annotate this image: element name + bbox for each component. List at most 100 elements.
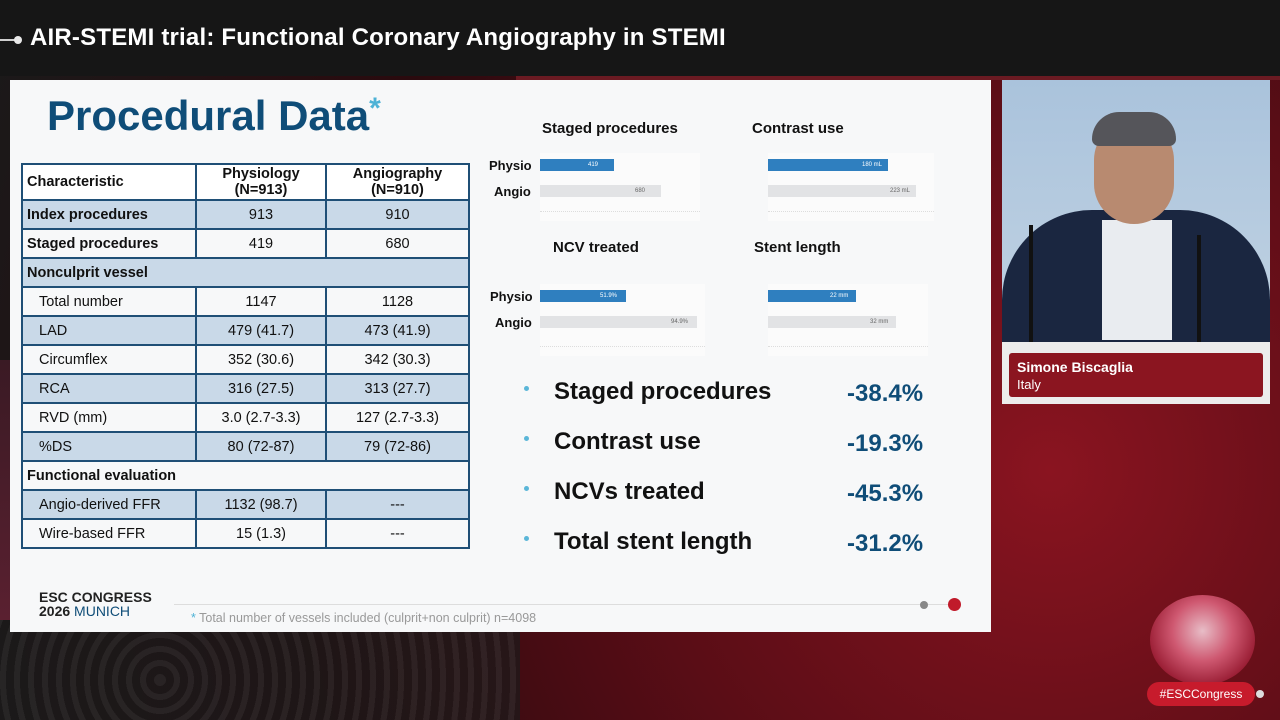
progress-dot-active <box>948 598 961 611</box>
table-cell-physio: 316 (27.5) <box>195 373 327 404</box>
summary-value: -19.3% <box>847 430 924 457</box>
chart-bar-angio <box>540 316 697 328</box>
hashtag-dot <box>1256 690 1264 698</box>
chart-bar-angio <box>540 185 661 197</box>
table-row: Angio-derived FFR 1132 (98.7) --- <box>21 489 470 520</box>
chart-data-label: 680 <box>635 188 646 194</box>
table-section-label: Functional evaluation <box>21 460 470 491</box>
table-header-row: Characteristic Physiology (N=913) Angiog… <box>21 163 470 201</box>
bullet-icon <box>524 436 529 441</box>
table-cell-label: Staged procedures <box>21 228 197 259</box>
bullet-icon <box>524 386 529 391</box>
table-cell-label: RVD (mm) <box>21 402 197 433</box>
table-cell-physio: 479 (41.7) <box>195 315 327 346</box>
chart-axis-line <box>540 211 700 213</box>
chart-bar-physio <box>768 290 856 302</box>
table-cell-angio: 910 <box>325 199 470 230</box>
progress-dot <box>920 601 928 609</box>
summary-label: Total stent length <box>554 528 753 555</box>
table-row: Staged procedures 419 680 <box>21 228 470 259</box>
esc-congress-logo: ESC CONGRESS 2026 MUNICH <box>39 590 152 618</box>
table-section-row: Functional evaluation <box>21 460 470 491</box>
table-cell-angio: 342 (30.3) <box>325 344 470 375</box>
row-label-angio: Angio <box>495 315 532 330</box>
accent-line <box>516 76 1280 80</box>
table-cell-angio: 680 <box>325 228 470 259</box>
summary-value: -31.2% <box>847 530 924 557</box>
chart-axis-line <box>768 346 928 348</box>
table-header-physiology: Physiology (N=913) <box>195 163 327 201</box>
table-row: Index procedures 913 910 <box>21 199 470 230</box>
row-label-physio: Physio <box>489 158 532 173</box>
table-row: LAD 479 (41.7) 473 (41.9) <box>21 315 470 346</box>
staged-procedures-chart: 419 680 <box>540 153 700 221</box>
speaker-hair <box>1092 112 1176 146</box>
table-cell-physio: 913 <box>195 199 327 230</box>
table-cell-label: Circumflex <box>21 344 197 375</box>
table-cell-label: Index procedures <box>21 199 197 230</box>
chart-data-label: 419 <box>588 162 599 168</box>
table-cell-label: Angio-derived FFR <box>21 489 197 520</box>
microphone-icon <box>1197 235 1201 345</box>
procedural-data-table: Characteristic Physiology (N=913) Angiog… <box>21 163 470 549</box>
footnote: * Total number of vessels included (culp… <box>191 611 536 625</box>
congress-city: MUNICH <box>74 603 131 619</box>
hashtag-badge: #ESCCongress <box>1147 682 1255 706</box>
footnote-text: Total number of vessels included (culpri… <box>199 611 537 625</box>
table-cell-label: %DS <box>21 431 197 462</box>
summary-label: Contrast use <box>554 428 701 455</box>
table-section-row: Nonculprit vessel <box>21 257 470 288</box>
chart-axis-line <box>768 211 934 213</box>
chart-axis-line <box>540 346 705 348</box>
chart-bar-physio <box>540 159 614 171</box>
chart-title-staged: Staged procedures <box>542 120 678 137</box>
title-line-decoration <box>0 39 18 41</box>
table-cell-physio: 1147 <box>195 286 327 317</box>
table-row: Wire-based FFR 15 (1.3) --- <box>21 518 470 549</box>
table-row: RCA 316 (27.5) 313 (27.7) <box>21 373 470 404</box>
chart-title-ncv: NCV treated <box>553 239 639 256</box>
table-section-label: Nonculprit vessel <box>21 257 470 288</box>
contrast-use-chart: 180 mL 223 mL <box>768 153 934 221</box>
table-cell-label: LAD <box>21 315 197 346</box>
table-cell-label: Wire-based FFR <box>21 518 197 549</box>
stent-length-chart: 22 mm 32 mm <box>768 284 928 356</box>
congress-year: 2026 <box>39 603 71 619</box>
row-label-physio: Physio <box>490 289 533 304</box>
table-row: RVD (mm) 3.0 (2.7-3.3) 127 (2.7-3.3) <box>21 402 470 433</box>
table-cell-physio: 419 <box>195 228 327 259</box>
chart-bar-angio <box>768 316 896 328</box>
table-header-angiography: Angiography (N=910) <box>325 163 470 201</box>
table-row: Circumflex 352 (30.6) 342 (30.3) <box>21 344 470 375</box>
ncv-treated-chart: 51.9% 94.9% <box>540 284 705 356</box>
table-cell-angio: 313 (27.7) <box>325 373 470 404</box>
bullet-icon <box>524 486 529 491</box>
speaker-shirt <box>1102 220 1172 340</box>
table-cell-angio: 473 (41.9) <box>325 315 470 346</box>
chart-title-stent: Stent length <box>754 239 841 256</box>
summary-label: Staged procedures <box>554 378 772 405</box>
summary-value: -45.3% <box>847 480 924 507</box>
chart-bar-angio <box>768 185 916 197</box>
table-row: Total number 1147 1128 <box>21 286 470 317</box>
chart-bar-physio <box>768 159 888 171</box>
table-cell-label: Total number <box>21 286 197 317</box>
slide-heading: Procedural Data* <box>47 92 381 140</box>
speaker-name: Simone Biscaglia <box>1017 359 1133 375</box>
chart-data-label: 51.9% <box>600 293 618 299</box>
slide-progress-line <box>174 604 956 605</box>
table-cell-physio: 3.0 (2.7-3.3) <box>195 402 327 433</box>
table-cell-physio: 1132 (98.7) <box>195 489 327 520</box>
table-cell-physio: 352 (30.6) <box>195 344 327 375</box>
table-cell-angio: 79 (72-86) <box>325 431 470 462</box>
presentation-slide: Procedural Data* Characteristic Physiolo… <box>10 80 991 632</box>
table-row: %DS 80 (72-87) 79 (72-86) <box>21 431 470 462</box>
top-bar: AIR-STEMI trial: Functional Coronary Ang… <box>0 0 1280 80</box>
session-title: AIR-STEMI trial: Functional Coronary Ang… <box>30 24 726 51</box>
summary-value: -38.4% <box>847 380 924 407</box>
chart-data-label: 180 mL <box>862 162 883 168</box>
bullet-icon <box>524 536 529 541</box>
congress-year-city: 2026 MUNICH <box>39 604 152 618</box>
title-dot-decoration <box>14 36 22 44</box>
globe-logo-icon <box>1150 595 1255 685</box>
